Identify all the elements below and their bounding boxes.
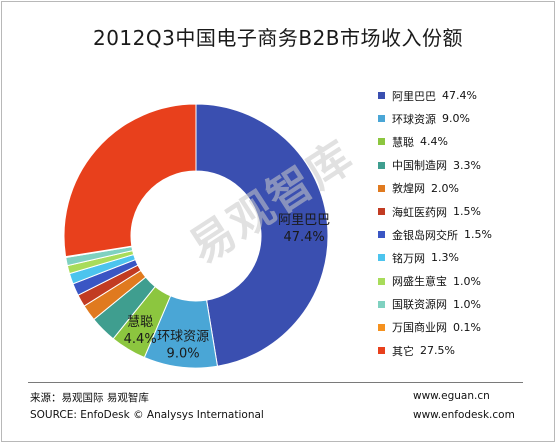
legend-value-4: 2.0%: [431, 181, 459, 195]
legend-swatch-3: [378, 161, 385, 169]
legend-swatch-5: [378, 208, 385, 216]
source-en: SOURCE: EnfoDesk © Analysys Internationa…: [30, 409, 264, 421]
slice-label-1: 环球资源 9.0%: [157, 330, 209, 362]
source-cn: 来源：易观国际 易观智库: [30, 392, 149, 404]
slice-label-name-0: 阿里巴巴: [278, 213, 330, 228]
legend-item-6: 金银岛网交所 1.5%: [378, 223, 548, 246]
legend-swatch-7: [378, 254, 385, 262]
slice-label-value-1: 9.0%: [167, 347, 200, 362]
legend-value-3: 3.3%: [453, 158, 481, 172]
legend-swatch-0: [378, 92, 385, 100]
legend-item-4: 敦煌网 2.0%: [378, 177, 548, 200]
legend-label-9: 国联资源网: [392, 298, 447, 312]
url-enfodesk: www.enfodesk.com: [413, 409, 515, 421]
legend-label-7: 铭万网: [392, 251, 425, 265]
slice-label-name-1: 环球资源: [157, 330, 209, 345]
slice-label-2: 慧聪 4.4%: [124, 314, 157, 347]
legend-value-11: 27.5%: [420, 344, 455, 358]
slice-0: [195, 103, 329, 367]
legend-label-2: 慧聪: [392, 135, 414, 149]
legend-value-2: 4.4%: [420, 135, 448, 149]
legend-label-10: 万国商业网: [392, 321, 447, 335]
slice-label-name-2: 慧聪: [127, 314, 153, 330]
footer-divider: [28, 382, 523, 383]
legend-item-11: 其它 27.5%: [378, 339, 548, 362]
slice-label-value-2: 4.4%: [124, 332, 157, 347]
slice-label-value-0: 47.4%: [283, 230, 324, 245]
url-eguan: www.eguan.cn: [413, 390, 490, 402]
legend-swatch-9: [378, 300, 385, 308]
legend-value-9: 1.0%: [453, 297, 481, 311]
chart-title: 2012Q3中国电子商务B2B市场收入份额: [92, 26, 464, 50]
legend-swatch-10: [378, 323, 385, 331]
legend-label-3: 中国制造网: [392, 159, 447, 173]
legend-item-7: 铭万网 1.3%: [378, 246, 548, 269]
legend-item-10: 万国商业网 0.1%: [378, 316, 548, 339]
legend-item-3: 中国制造网 3.3%: [378, 154, 548, 177]
legend-item-0: 阿里巴巴 47.4%: [378, 84, 548, 107]
legend-value-10: 0.1%: [453, 320, 481, 334]
legend-label-1: 环球资源: [392, 112, 436, 126]
chart-legend: 阿里巴巴 47.4% 环球资源 9.0% 慧聪 4.4% 中国制造网 3.3% 敦煌网 2.0% 海…: [378, 84, 548, 362]
legend-value-6: 1.5%: [464, 228, 492, 242]
legend-swatch-1: [378, 115, 385, 123]
legend-value-5: 1.5%: [453, 205, 481, 219]
legend-swatch-2: [378, 138, 385, 146]
legend-label-11: 其它: [392, 344, 414, 358]
legend-item-9: 国联资源网 1.0%: [378, 293, 548, 316]
legend-label-5: 海虹医药网: [392, 205, 447, 219]
legend-swatch-4: [378, 184, 385, 192]
legend-label-0: 阿里巴巴: [392, 89, 436, 103]
legend-item-1: 环球资源 9.0%: [378, 107, 548, 130]
legend-value-0: 47.4%: [442, 89, 477, 103]
legend-swatch-6: [378, 231, 385, 239]
legend-item-5: 海虹医药网 1.5%: [378, 200, 548, 223]
legend-value-7: 1.3%: [431, 251, 459, 265]
legend-swatch-11: [378, 347, 385, 355]
legend-item-8: 网盛生意宝 1.0%: [378, 270, 548, 293]
slice-label-0: 阿里巴巴 47.4%: [278, 213, 330, 245]
legend-label-6: 金银岛网交所: [392, 228, 458, 242]
legend-swatch-8: [378, 277, 385, 285]
slice-11: [63, 103, 197, 258]
legend-label-8: 网盛生意宝: [392, 275, 447, 289]
legend-label-4: 敦煌网: [392, 182, 425, 196]
legend-item-2: 慧聪 4.4%: [378, 130, 548, 153]
legend-value-1: 9.0%: [442, 112, 470, 126]
legend-value-8: 1.0%: [453, 274, 481, 288]
